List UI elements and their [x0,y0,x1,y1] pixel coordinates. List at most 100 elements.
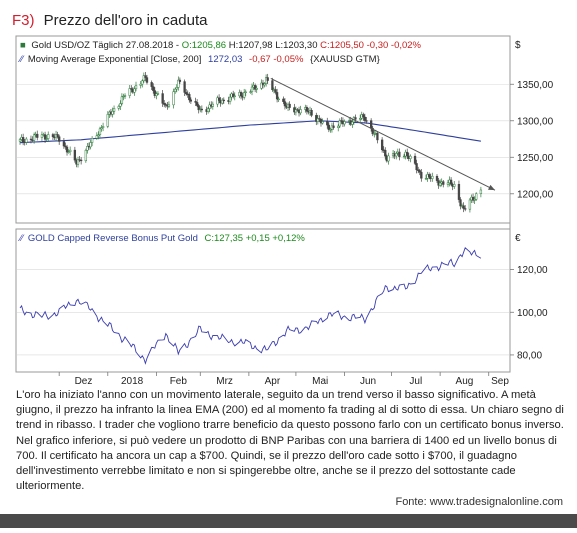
legend-price-name: Gold USD/OZ Täglich 27.08.2018 - [31,40,181,51]
candle-body [18,139,22,142]
candle-body [208,104,211,109]
candle-body [459,199,462,207]
candle-body [120,96,124,104]
candle-body [112,108,116,112]
candle-body [413,155,417,164]
y-tick-label: 1250,00 [517,153,554,164]
candle-body [90,138,94,143]
legend-product-marker: ∕∕ [18,233,25,244]
candle-body [67,151,70,153]
candle-body [111,111,114,115]
candle-body [79,159,83,162]
source-credit: Fonte: www.tradesignalonline.com [395,496,563,508]
candle-body [119,103,122,107]
candle-body [418,170,421,173]
product-panel-frame [15,228,511,373]
candle-body [475,193,478,200]
candle-body [250,86,254,92]
x-tick-label: 2018 [121,376,144,387]
candle-body [222,99,225,102]
y-tick-label: 80,00 [517,350,542,361]
candle-body [283,101,287,107]
candle-body [428,174,431,178]
candle-body [25,138,28,143]
candle-body [376,132,379,141]
candle-body [232,93,235,97]
candle-body [363,116,367,121]
candle-body [362,114,365,118]
candle-body [468,199,472,210]
candle-body [76,159,80,165]
candle-body [365,120,368,122]
legend-ema-symbol: {XAUUSD GTM} [310,54,380,65]
legend-h-label: H: [226,40,238,51]
candle-body [319,119,323,124]
candle-body [221,99,224,104]
currency-eur: € [515,233,521,244]
legend-change: -0,30 -0,02% [364,40,422,51]
candle-body [462,205,465,209]
x-tick-label: Dez [75,376,93,387]
candle-body [106,114,109,127]
candle-body [194,101,197,103]
candle-body [97,134,100,137]
candle-body [139,83,142,86]
candle-body [152,86,155,91]
candle-body [216,97,219,105]
legend-ema-name: Moving Average Exponential [Close, 200] [28,54,202,65]
y-tick-label: 1300,00 [517,116,554,127]
candle-body [409,155,412,159]
candle-body [255,87,258,90]
legend-price: ■ Gold USD/OZ Täglich 27.08.2018 - O:120… [20,40,422,51]
candle-body [239,92,243,97]
x-tick-label: Jun [360,376,376,387]
candle-body [354,117,357,120]
legend-c-value: 1205,50 [330,40,364,51]
candle-body [359,117,362,120]
candle-body [62,141,66,147]
candle-body [167,104,171,107]
legend-ema-marker: ∕∕ [18,54,25,65]
candle-body [371,128,374,135]
candle-body [117,106,120,109]
price-y-ticks: 1350,00 1300,00 1250,00 1200,00 [510,80,554,200]
candle-body [420,171,423,179]
candle-body [260,82,263,89]
candle-body [274,89,277,93]
candle-body [163,103,166,105]
legend-ema: ∕∕ Moving Average Exponential [Close, 20… [18,54,380,65]
candle-body [457,184,461,200]
candle-body [123,95,127,97]
product-layer [19,247,482,365]
candle-body [310,109,313,116]
x-tick-label: Mrz [216,376,233,387]
bottom-bar [0,514,577,528]
candle-body [128,88,131,96]
candle-body [442,181,445,185]
candle-body [144,75,147,78]
candle-body [56,134,59,137]
candle-body [200,108,203,111]
candle-body [206,108,210,112]
candle-body [161,93,164,104]
candle-body [243,92,246,98]
x-tick-label: Feb [170,376,188,387]
x-tick-label: Aug [456,376,474,387]
candle-body [195,102,199,106]
candle-body [249,91,252,93]
candle-body [329,129,332,131]
caption-text: L'oro ha iniziato l'anno con un moviment… [16,389,564,493]
x-tick-label: Sep [491,376,509,387]
candle-body [100,127,103,130]
candle-body [424,178,428,180]
candle-body [406,151,409,157]
x-tick-label: Jul [409,376,422,387]
candle-body [402,155,406,158]
candle-body [271,80,274,91]
candle-body [387,155,390,162]
legend-product-value: C:127,35 +0,15 +0,12% [205,233,306,244]
legend-o-value: 1205,86 [192,40,226,51]
candle-body [142,75,145,82]
candle-body [89,142,92,148]
